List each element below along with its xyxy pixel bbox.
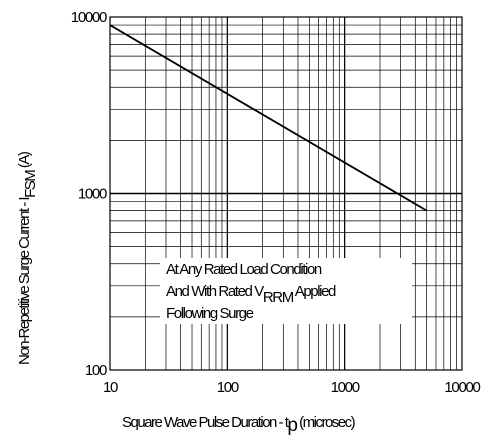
y-tick-labels: 100 1000 10000 [71,9,108,379]
y-tick-label: 10000 [71,9,107,26]
x-tick-label: 10 [103,379,118,396]
x-axis-label-text: Square Wave Pulse Duration - t [122,414,290,431]
x-axis-label-subscript: p [287,415,297,436]
y-axis-label-suffix: (A) [16,151,33,171]
x-tick-label: 1000 [331,379,360,396]
y-axis-label-subscript: FSM [22,170,39,198]
annotation-line-3: Following Surge [166,305,254,322]
annotation-line-2-prefix: And With Rated V [166,283,264,300]
y-tick-label: 100 [85,362,107,379]
x-tick-label: 10000 [444,379,480,396]
annotation-line-2: And With Rated VRRM Applied [166,283,336,306]
x-axis-label-suffix: (microsec) [296,414,355,431]
y-tick-label: 1000 [78,186,107,203]
y-axis-label: Non-Repetitive Surge Current - IFSM (A) [16,151,39,365]
y-axis-label-text: Non-Repetitive Surge Current - I [16,198,33,365]
x-axis-label: Square Wave Pulse Duration - tp (microse… [122,414,356,436]
annotation-vrrm-subscript: RRM [263,289,294,306]
x-tick-labels: 10 100 1000 10000 [103,379,482,396]
surge-current-line [109,24,428,212]
series-layer [109,24,428,212]
annotation-line-1: At Any Rated Load Condition [166,261,322,278]
x-tick-label: 100 [217,379,239,396]
annotation-line-2-suffix: Applied [293,283,336,300]
annotation-background [160,258,412,324]
annotation-box: At Any Rated Load Condition And With Rat… [160,258,412,324]
plot-frame [109,16,463,371]
